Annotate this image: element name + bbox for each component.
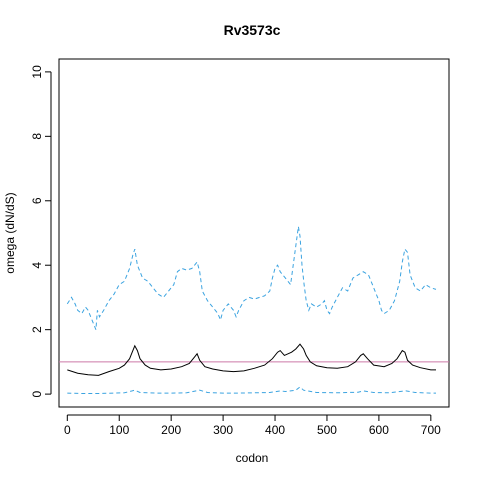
x-tick-label: 700 [421,423,441,437]
x-tick-label: 0 [64,423,71,437]
y-tick-label: 6 [30,197,44,204]
y-tick-label: 0 [30,390,44,397]
x-axis-label: codon [236,451,269,465]
series-line-3 [67,386,436,394]
y-tick-label: 8 [30,133,44,140]
x-tick-label: 100 [109,423,129,437]
x-tick-label: 400 [265,423,285,437]
chart-title: Rv3573c [224,22,281,38]
x-tick-label: 600 [369,423,389,437]
series-layer [59,226,449,394]
series-line-1 [66,226,437,330]
x-tick-label: 300 [213,423,233,437]
series-line-2 [67,343,436,376]
y-tick-label: 10 [30,65,44,79]
axis-layer: 0 100 200 300 400 500 600 700 0 2 4 6 8 10 [30,65,441,437]
y-tick-label: 2 [30,326,44,333]
y-axis-label: omega (dN/dS) [3,192,17,273]
y-tick-label: 4 [30,262,44,269]
x-tick-label: 500 [317,423,337,437]
plot-frame [58,58,450,408]
x-tick-label: 200 [161,423,181,437]
